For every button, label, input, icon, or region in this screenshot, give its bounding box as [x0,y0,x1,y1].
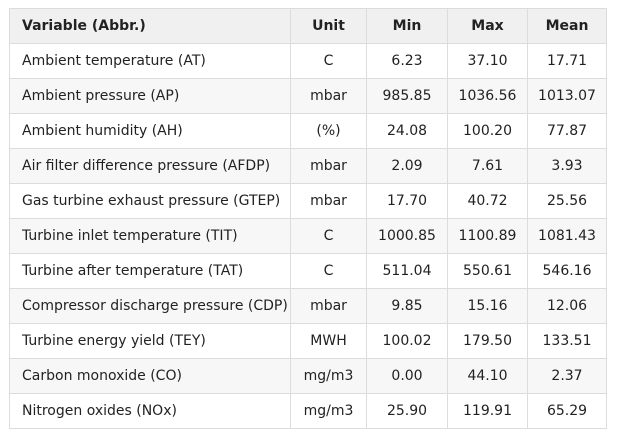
table-row: Air filter difference pressure (AFDP) mba… [9,148,607,184]
table-row: Ambient pressure (AP) mbar 985.85 1036.56 10… [9,78,607,114]
header-unit: Unit [290,8,367,44]
cell-min: 24.08 [366,113,448,149]
table-row: Turbine inlet temperature (TIT) C 1000.85 1… [9,218,607,254]
cell-variable: Carbon monoxide (CO) [9,358,291,394]
cell-variable: Compressor discharge pressure (CDP) [9,288,291,324]
cell-min: 0.00 [366,358,448,394]
cell-variable: Ambient pressure (AP) [9,78,291,114]
cell-unit: mbar [290,148,367,184]
cell-mean: 2.37 [527,358,607,394]
table-container: Variable (Abbr.) Unit Min Max Mean Ambie… [9,8,607,429]
cell-mean: 12.06 [527,288,607,324]
cell-min: 1000.85 [366,218,448,254]
cell-max: 1036.56 [447,78,528,114]
cell-variable: Gas turbine exhaust pressure (GTEP) [9,183,291,219]
cell-min: 511.04 [366,253,448,289]
cell-max: 15.16 [447,288,528,324]
cell-mean: 1081.43 [527,218,607,254]
cell-unit: (%) [290,113,367,149]
cell-min: 985.85 [366,78,448,114]
cell-min: 2.09 [366,148,448,184]
cell-mean: 65.29 [527,393,607,429]
cell-unit: mbar [290,183,367,219]
header-max: Max [447,8,528,44]
cell-unit: mg/m3 [290,393,367,429]
table-row: Ambient temperature (AT) C 6.23 37.10 17.71 [9,43,607,79]
table-row: Carbon monoxide (CO) mg/m3 0.00 44.10 2.37 [9,358,607,394]
variables-table: Variable (Abbr.) Unit Min Max Mean Ambie… [9,8,607,429]
cell-mean: 546.16 [527,253,607,289]
cell-mean: 1013.07 [527,78,607,114]
cell-variable: Air filter difference pressure (AFDP) [9,148,291,184]
cell-max: 37.10 [447,43,528,79]
cell-unit: C [290,43,367,79]
cell-max: 40.72 [447,183,528,219]
cell-unit: mbar [290,78,367,114]
cell-min: 6.23 [366,43,448,79]
cell-variable: Ambient temperature (AT) [9,43,291,79]
header-variable: Variable (Abbr.) [9,8,291,44]
table-row: Turbine energy yield (TEY) MWH 100.02 179.5… [9,323,607,359]
cell-unit: C [290,218,367,254]
cell-unit: mbar [290,288,367,324]
cell-unit: C [290,253,367,289]
cell-mean: 25.56 [527,183,607,219]
cell-mean: 17.71 [527,43,607,79]
cell-max: 119.91 [447,393,528,429]
cell-max: 179.50 [447,323,528,359]
header-row: Variable (Abbr.) Unit Min Max Mean [9,8,607,44]
cell-max: 1100.89 [447,218,528,254]
header-mean: Mean [527,8,607,44]
cell-mean: 77.87 [527,113,607,149]
cell-max: 44.10 [447,358,528,394]
cell-unit: mg/m3 [290,358,367,394]
cell-mean: 3.93 [527,148,607,184]
table-row: Gas turbine exhaust pressure (GTEP) mbar 1… [9,183,607,219]
cell-variable: Turbine after temperature (TAT) [9,253,291,289]
header-min: Min [366,8,448,44]
cell-variable: Ambient humidity (AH) [9,113,291,149]
cell-max: 7.61 [447,148,528,184]
table-row: Compressor discharge pressure (CDP) mbar 9… [9,288,607,324]
table-row: Ambient humidity (AH) (%) 24.08 100.20 77.87 [9,113,607,149]
table-row: Turbine after temperature (TAT) C 511.04 55… [9,253,607,289]
table-body: Ambient temperature (AT) C 6.23 37.10 17.71 A… [9,43,607,429]
cell-max: 550.61 [447,253,528,289]
cell-min: 100.02 [366,323,448,359]
table-row: Nitrogen oxides (NOx) mg/m3 25.90 119.91 65.… [9,393,607,429]
cell-min: 17.70 [366,183,448,219]
cell-variable: Nitrogen oxides (NOx) [9,393,291,429]
cell-max: 100.20 [447,113,528,149]
cell-min: 9.85 [366,288,448,324]
cell-mean: 133.51 [527,323,607,359]
cell-min: 25.90 [366,393,448,429]
cell-unit: MWH [290,323,367,359]
cell-variable: Turbine inlet temperature (TIT) [9,218,291,254]
cell-variable: Turbine energy yield (TEY) [9,323,291,359]
